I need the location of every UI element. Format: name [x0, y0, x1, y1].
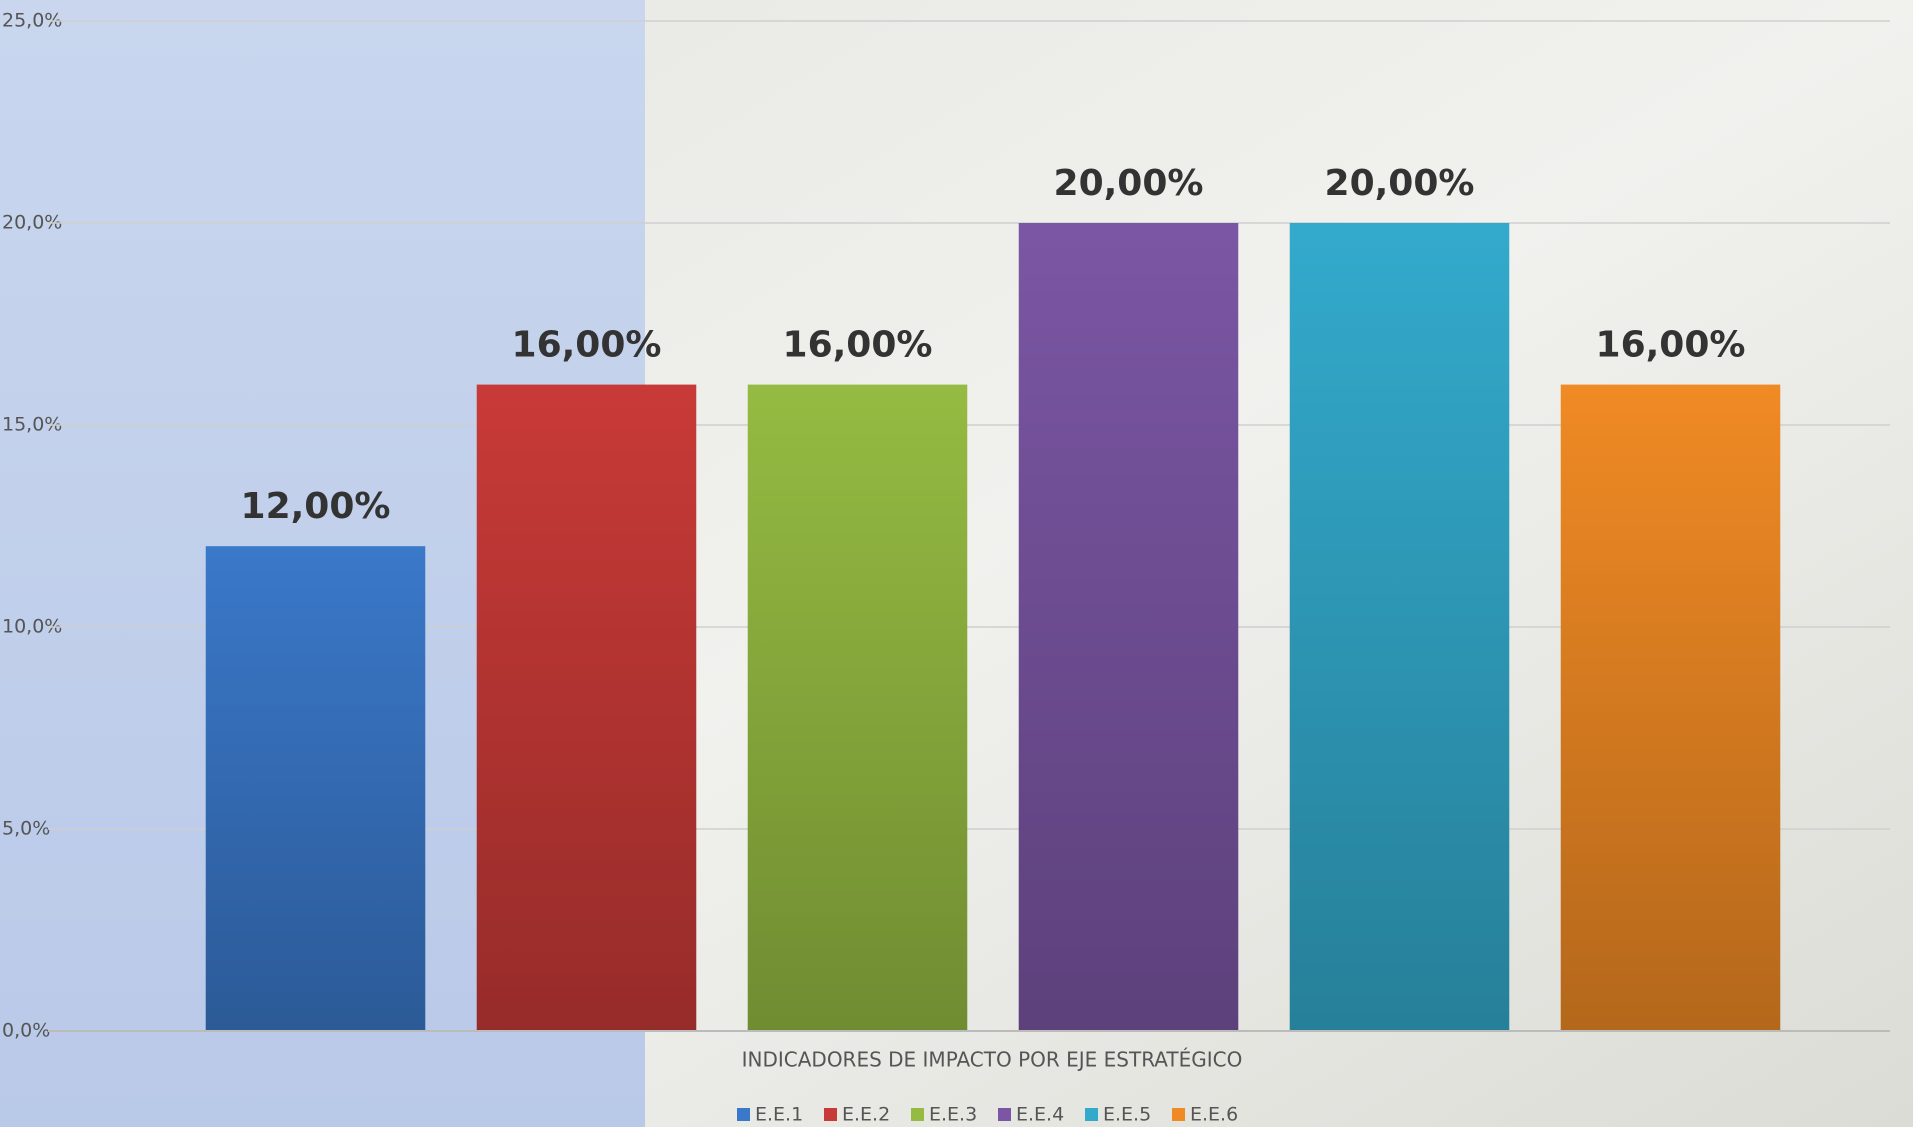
bar-shade: [205, 546, 426, 1031]
legend-label: E.E.3: [929, 1104, 977, 1126]
legend-swatch: [998, 1108, 1011, 1121]
data-label: 16,00%: [783, 325, 933, 366]
legend-label: E.E.2: [842, 1104, 890, 1126]
legend-label: E.E.5: [1103, 1104, 1151, 1126]
legend-label: E.E.6: [1190, 1104, 1238, 1126]
data-label: 16,00%: [1596, 325, 1746, 366]
data-label: 16,00%: [512, 325, 662, 366]
legend-swatch: [1172, 1108, 1185, 1121]
y-tick-label: 20,0%: [2, 212, 62, 234]
legend-label: E.E.1: [755, 1104, 803, 1126]
y-tick-label: 10,0%: [2, 616, 62, 638]
legend-swatch: [737, 1108, 750, 1121]
x-axis-title: INDICADORES DE IMPACTO POR EJE ESTRATÉGI…: [742, 1048, 1243, 1072]
legend-swatch: [1085, 1108, 1098, 1121]
legend-swatch: [911, 1108, 924, 1121]
legend-swatch: [824, 1108, 837, 1121]
data-label: 12,00%: [241, 486, 391, 527]
y-tick-label: 5,0%: [2, 818, 50, 840]
data-label: 20,00%: [1325, 163, 1475, 204]
bar-shade: [747, 384, 968, 1032]
bar-shade: [476, 384, 697, 1032]
bar-shade: [1289, 223, 1510, 1031]
y-tick-label: 0,0%: [2, 1020, 50, 1042]
data-label: 20,00%: [1054, 163, 1204, 204]
y-tick-label: 15,0%: [2, 414, 62, 436]
bar-shade: [1018, 223, 1239, 1031]
y-tick-label: 25,0%: [2, 10, 62, 32]
legend-label: E.E.4: [1016, 1104, 1064, 1126]
bar-shade: [1560, 384, 1781, 1032]
